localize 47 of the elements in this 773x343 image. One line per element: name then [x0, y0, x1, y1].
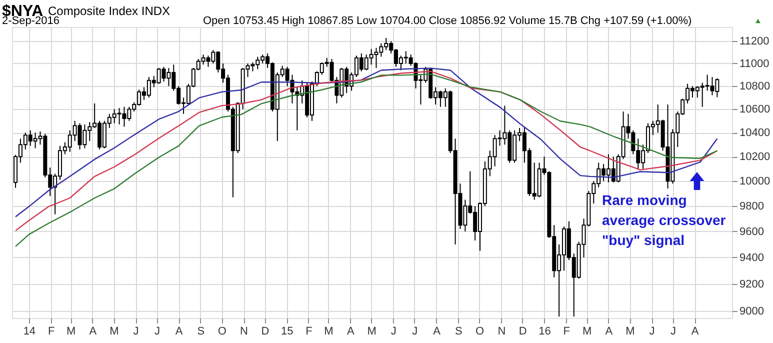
x-tick-label: N — [498, 326, 506, 338]
chart-subtitle: Composite Index INDX — [48, 4, 170, 18]
y-tick-label: 9800 — [740, 200, 764, 213]
x-tick-label: O — [476, 326, 485, 338]
x-tick-label: D — [261, 326, 270, 338]
y-tick-label: 10600 — [740, 104, 770, 116]
x-tick-label: A — [175, 326, 184, 338]
x-tick-label: J — [412, 326, 418, 338]
x-tick-label: A — [89, 326, 98, 338]
y-tick-label: 9200 — [740, 278, 764, 290]
x-tick-label: J — [649, 326, 655, 338]
y-tick-label: 9400 — [740, 252, 764, 264]
x-tick-label: M — [324, 326, 334, 338]
x-tick-label: M — [66, 326, 76, 338]
x-tick-label: A — [346, 326, 355, 338]
y-tick-label: 10800 — [740, 80, 770, 93]
x-tick-label: O — [218, 326, 227, 338]
y-tick-label: 11000 — [740, 58, 770, 70]
y-tick-label: 9600 — [740, 226, 764, 238]
x-tick-label: S — [197, 326, 205, 338]
y-tick-label: 9000 — [740, 306, 764, 318]
x-tick-label: A — [691, 326, 700, 338]
y-tick-label: 10200 — [740, 151, 770, 164]
x-tick-label: F — [306, 326, 313, 338]
x-tick-label: J — [133, 326, 139, 338]
y-tick-label: 10000 — [740, 176, 770, 188]
x-tick-label: M — [626, 326, 635, 338]
x-tick-label: M — [582, 326, 592, 338]
x-tick-label: 15 — [280, 326, 294, 338]
x-tick-label: A — [605, 326, 614, 338]
x-tick-label: J — [154, 326, 160, 338]
x-tick-label: F — [48, 326, 55, 338]
x-tick-label: M — [110, 326, 119, 338]
x-tick-label: M — [367, 326, 376, 338]
x-tick-label: 16 — [538, 326, 551, 338]
x-tick-label: S — [454, 326, 462, 338]
x-tick-label: J — [390, 326, 396, 338]
x-tick-label: 14 — [23, 326, 36, 338]
y-tick-label: 11200 — [740, 36, 770, 48]
y-tick-label: 10400 — [740, 127, 770, 140]
x-tick-label: J — [670, 326, 676, 338]
x-tick-label: F — [563, 326, 570, 338]
text: Open 10753.45 High 10867.85 Low 10704.00 Close 10856.92 Volume 15.7B Chg +107.59 (+1.00%) — [203, 15, 692, 27]
annotation: Rare moving average crossover "buy" signal — [602, 192, 726, 248]
x-tick-label: A — [433, 326, 442, 338]
x-tick-label: D — [518, 326, 527, 338]
x-tick-label: N — [240, 326, 248, 338]
